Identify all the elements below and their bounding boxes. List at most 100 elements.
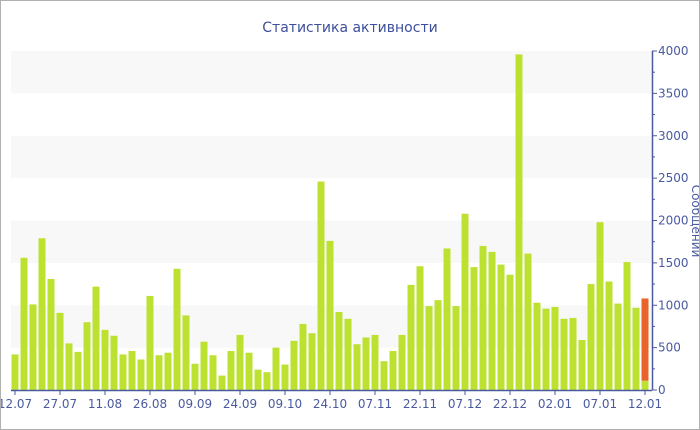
x-tick-label: 09.09 <box>178 397 212 411</box>
x-tick-label: 22.11 <box>403 397 437 411</box>
y-tick-label: 4000 <box>658 44 689 58</box>
bar <box>461 213 469 390</box>
x-tick-label: 07.11 <box>358 397 392 411</box>
y-tick-label: 1000 <box>658 298 689 312</box>
bar <box>290 340 298 390</box>
bar <box>416 266 424 390</box>
bar <box>452 306 460 390</box>
bar <box>236 334 244 390</box>
bar <box>398 334 406 390</box>
bar <box>74 351 82 390</box>
bar <box>245 352 253 390</box>
x-tick-label: 12.01 <box>628 397 662 411</box>
bar <box>560 318 568 390</box>
y-tick-label: 0 <box>658 383 666 397</box>
y-tick-label: 1500 <box>658 256 689 270</box>
bar <box>110 335 118 390</box>
grid-band <box>11 135 652 179</box>
x-tick-label: 07.12 <box>448 397 482 411</box>
bar <box>335 312 343 390</box>
y-axis-label: Сообщений <box>689 185 699 258</box>
bar <box>506 274 514 390</box>
bar <box>272 347 280 390</box>
bar <box>137 359 145 390</box>
x-tick-label: 12.07 <box>1 397 32 411</box>
x-tick-label: 27.07 <box>43 397 77 411</box>
bar <box>497 264 505 390</box>
x-tick-label: 11.08 <box>88 397 122 411</box>
bar <box>443 248 451 390</box>
bar <box>209 355 217 390</box>
grid-band <box>11 51 652 94</box>
bar <box>578 339 586 390</box>
x-tick-label: 26.08 <box>133 397 167 411</box>
chart-title: Статистика активности <box>262 20 437 36</box>
bar <box>614 303 622 390</box>
bar <box>299 323 307 390</box>
bar <box>380 361 388 390</box>
bar <box>146 295 154 390</box>
bar <box>542 308 550 390</box>
bar-highlight <box>641 298 649 381</box>
bar <box>479 245 487 390</box>
y-tick-label: 3500 <box>658 86 689 100</box>
bar <box>164 352 172 390</box>
bar <box>308 333 316 390</box>
bar <box>425 306 433 390</box>
bar <box>632 307 640 390</box>
bar <box>65 343 73 390</box>
x-tick-label: 24.10 <box>313 397 347 411</box>
bar <box>101 329 109 390</box>
bar <box>200 341 208 390</box>
bar <box>623 262 631 390</box>
bar <box>371 334 379 390</box>
bar <box>326 240 334 390</box>
bar <box>191 363 199 390</box>
bar <box>119 354 127 390</box>
bar <box>524 253 532 390</box>
y-tick-label: 3000 <box>658 129 689 143</box>
bar <box>596 222 604 390</box>
bar <box>254 369 262 390</box>
bar <box>83 322 91 390</box>
bar <box>173 268 181 390</box>
bar <box>56 312 64 390</box>
bar <box>317 181 325 390</box>
bar <box>344 318 352 390</box>
bar <box>263 372 271 390</box>
bar <box>605 281 613 390</box>
bar <box>407 284 415 390</box>
bar <box>182 315 190 390</box>
bar <box>20 257 28 390</box>
bar <box>353 344 361 390</box>
bar <box>38 238 46 390</box>
x-tick-label: 07.01 <box>583 397 617 411</box>
bar <box>434 300 442 390</box>
bar <box>29 304 37 390</box>
bar <box>47 278 55 390</box>
x-tick-label: 22.12 <box>493 397 527 411</box>
bar <box>389 351 397 390</box>
x-tick-label: 09.10 <box>268 397 302 411</box>
bar <box>227 351 235 390</box>
bar <box>488 251 496 390</box>
x-tick-label: 02.01 <box>538 397 572 411</box>
bar <box>515 54 523 390</box>
bar <box>155 355 163 390</box>
bar <box>641 380 649 390</box>
y-tick-label: 2000 <box>658 214 689 228</box>
bar <box>587 284 595 390</box>
y-tick-label: 500 <box>658 341 681 355</box>
x-tick-label: 24.09 <box>223 397 257 411</box>
bar <box>281 364 289 390</box>
bar <box>92 286 100 390</box>
bar <box>11 354 19 390</box>
bar <box>533 302 541 390</box>
y-tick-label: 2500 <box>658 171 689 185</box>
bar <box>218 375 226 390</box>
bar <box>362 337 370 390</box>
bar <box>128 351 136 390</box>
bar <box>470 267 478 390</box>
